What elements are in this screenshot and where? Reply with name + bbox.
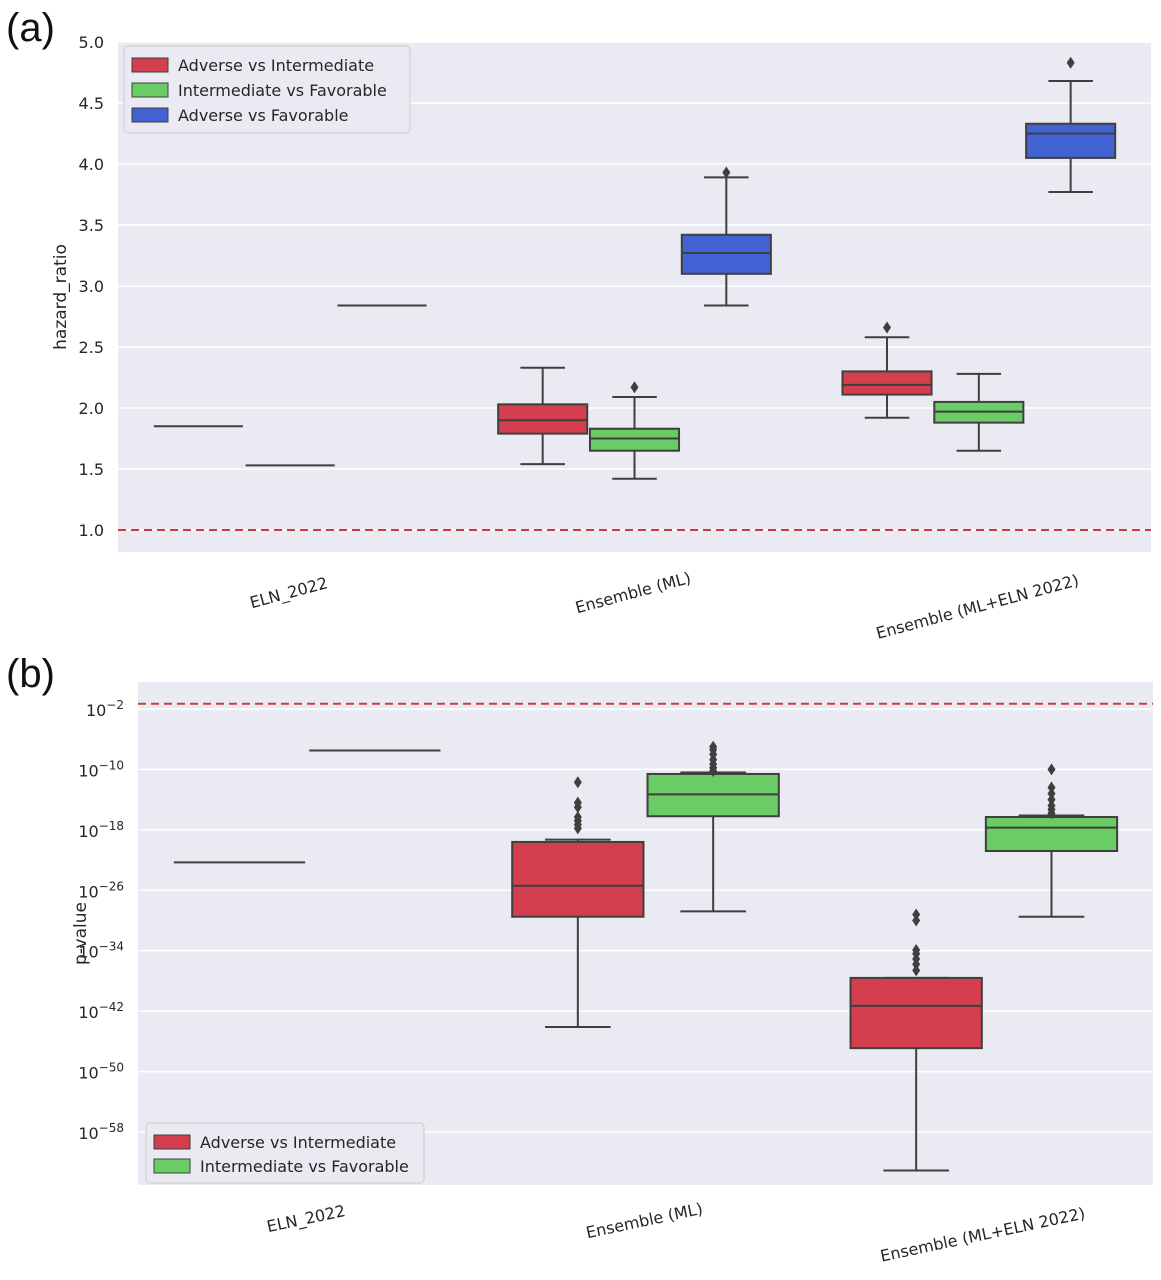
legend-swatch: [153, 1134, 191, 1150]
box-0-2: [849, 976, 983, 1050]
y-tick-label: 10−34: [78, 940, 124, 962]
y-tick-label: 10−58: [78, 1121, 124, 1143]
box-0-1: [497, 403, 589, 435]
outlier-marker: [1047, 787, 1056, 800]
outlier-marker: [722, 166, 731, 179]
y-axis-label: p-value: [71, 902, 91, 965]
legend-label: Intermediate vs Favorable: [200, 1157, 409, 1176]
outlier-marker: [630, 381, 639, 394]
y-tick-label: 1.0: [79, 521, 104, 540]
x-tick-label: Ensemble (ML+ELN 2022): [879, 1204, 1087, 1266]
x-tick-label: Ensemble (ML): [584, 1199, 704, 1242]
box-1-1: [588, 427, 681, 452]
outlier-marker: [912, 943, 921, 956]
outlier-marker: [573, 811, 582, 824]
outlier-marker: [573, 776, 582, 789]
legend-label: Adverse vs Favorable: [178, 106, 349, 125]
outlier-marker: [912, 914, 921, 927]
y-tick-label: 1.5: [79, 460, 104, 479]
x-tick-label: Ensemble (ML): [573, 568, 693, 617]
x-tick-label: Ensemble (ML+ELN 2022): [874, 570, 1081, 642]
y-tick-label: 2.0: [79, 399, 104, 418]
panel-a-label: (a): [6, 6, 55, 50]
y-tick-label: 10−18: [78, 819, 124, 841]
outlier-marker: [709, 740, 718, 753]
box-2-2: [1025, 122, 1117, 159]
outlier-marker: [1066, 56, 1075, 69]
y-tick-label: 10−10: [78, 758, 124, 780]
y-tick-label: 3.5: [79, 216, 104, 235]
chart-hazard-ratio: 1.0 1.5 2.0 2.5 3.0 3.5 4.0 4.5 5.0 hazard_ratio E…: [51, 33, 1151, 643]
outlier-marker: [1047, 799, 1056, 812]
legend-label: Adverse vs Intermediate: [178, 56, 374, 75]
box-1-2: [984, 816, 1119, 853]
y-tick-label: 5.0: [79, 33, 104, 52]
legend-box: [145, 1122, 425, 1184]
outlier-marker: [912, 964, 921, 977]
outlier-marker: [573, 796, 582, 809]
box-0-1: [511, 840, 645, 918]
x-tick-label: ELN_2022: [248, 573, 330, 613]
legend-swatch: [153, 1158, 191, 1174]
y-tick-label: 10−2: [86, 698, 124, 720]
outlier-marker: [883, 321, 892, 334]
legend-box: [123, 45, 411, 134]
legend-swatch: [131, 107, 169, 123]
box-2-1: [680, 233, 772, 275]
y-tick-label: 10−50: [78, 1061, 124, 1083]
legend-swatch: [131, 57, 169, 73]
y-tick-label: 10−42: [78, 1000, 124, 1022]
outlier-marker: [912, 908, 921, 921]
y-tick-label: 4.5: [79, 94, 104, 113]
outlier-marker: [1047, 793, 1056, 806]
box-0-2: [841, 370, 933, 396]
y-axis-label: hazard_ratio: [51, 244, 71, 350]
outlier-marker: [1047, 763, 1056, 776]
x-tick-label: ELN_2022: [265, 1201, 347, 1237]
panel-b-label: (b): [6, 652, 55, 696]
plot-area: [138, 682, 1153, 1185]
y-tick-label: 3.0: [79, 277, 104, 296]
outlier-marker: [1047, 781, 1056, 794]
legend-swatch: [131, 82, 169, 98]
y-tick-label: 10−26: [78, 879, 124, 901]
legend-label: Intermediate vs Favorable: [178, 81, 387, 100]
y-tick-label: 4.0: [79, 155, 104, 174]
legend-label: Adverse vs Intermediate: [200, 1133, 396, 1152]
y-tick-label: 2.5: [79, 338, 104, 357]
chart-p-value: 10−2 10−10 10−18 10−26 10−34 10−42 10−50 10−58 p…: [71, 682, 1153, 1266]
